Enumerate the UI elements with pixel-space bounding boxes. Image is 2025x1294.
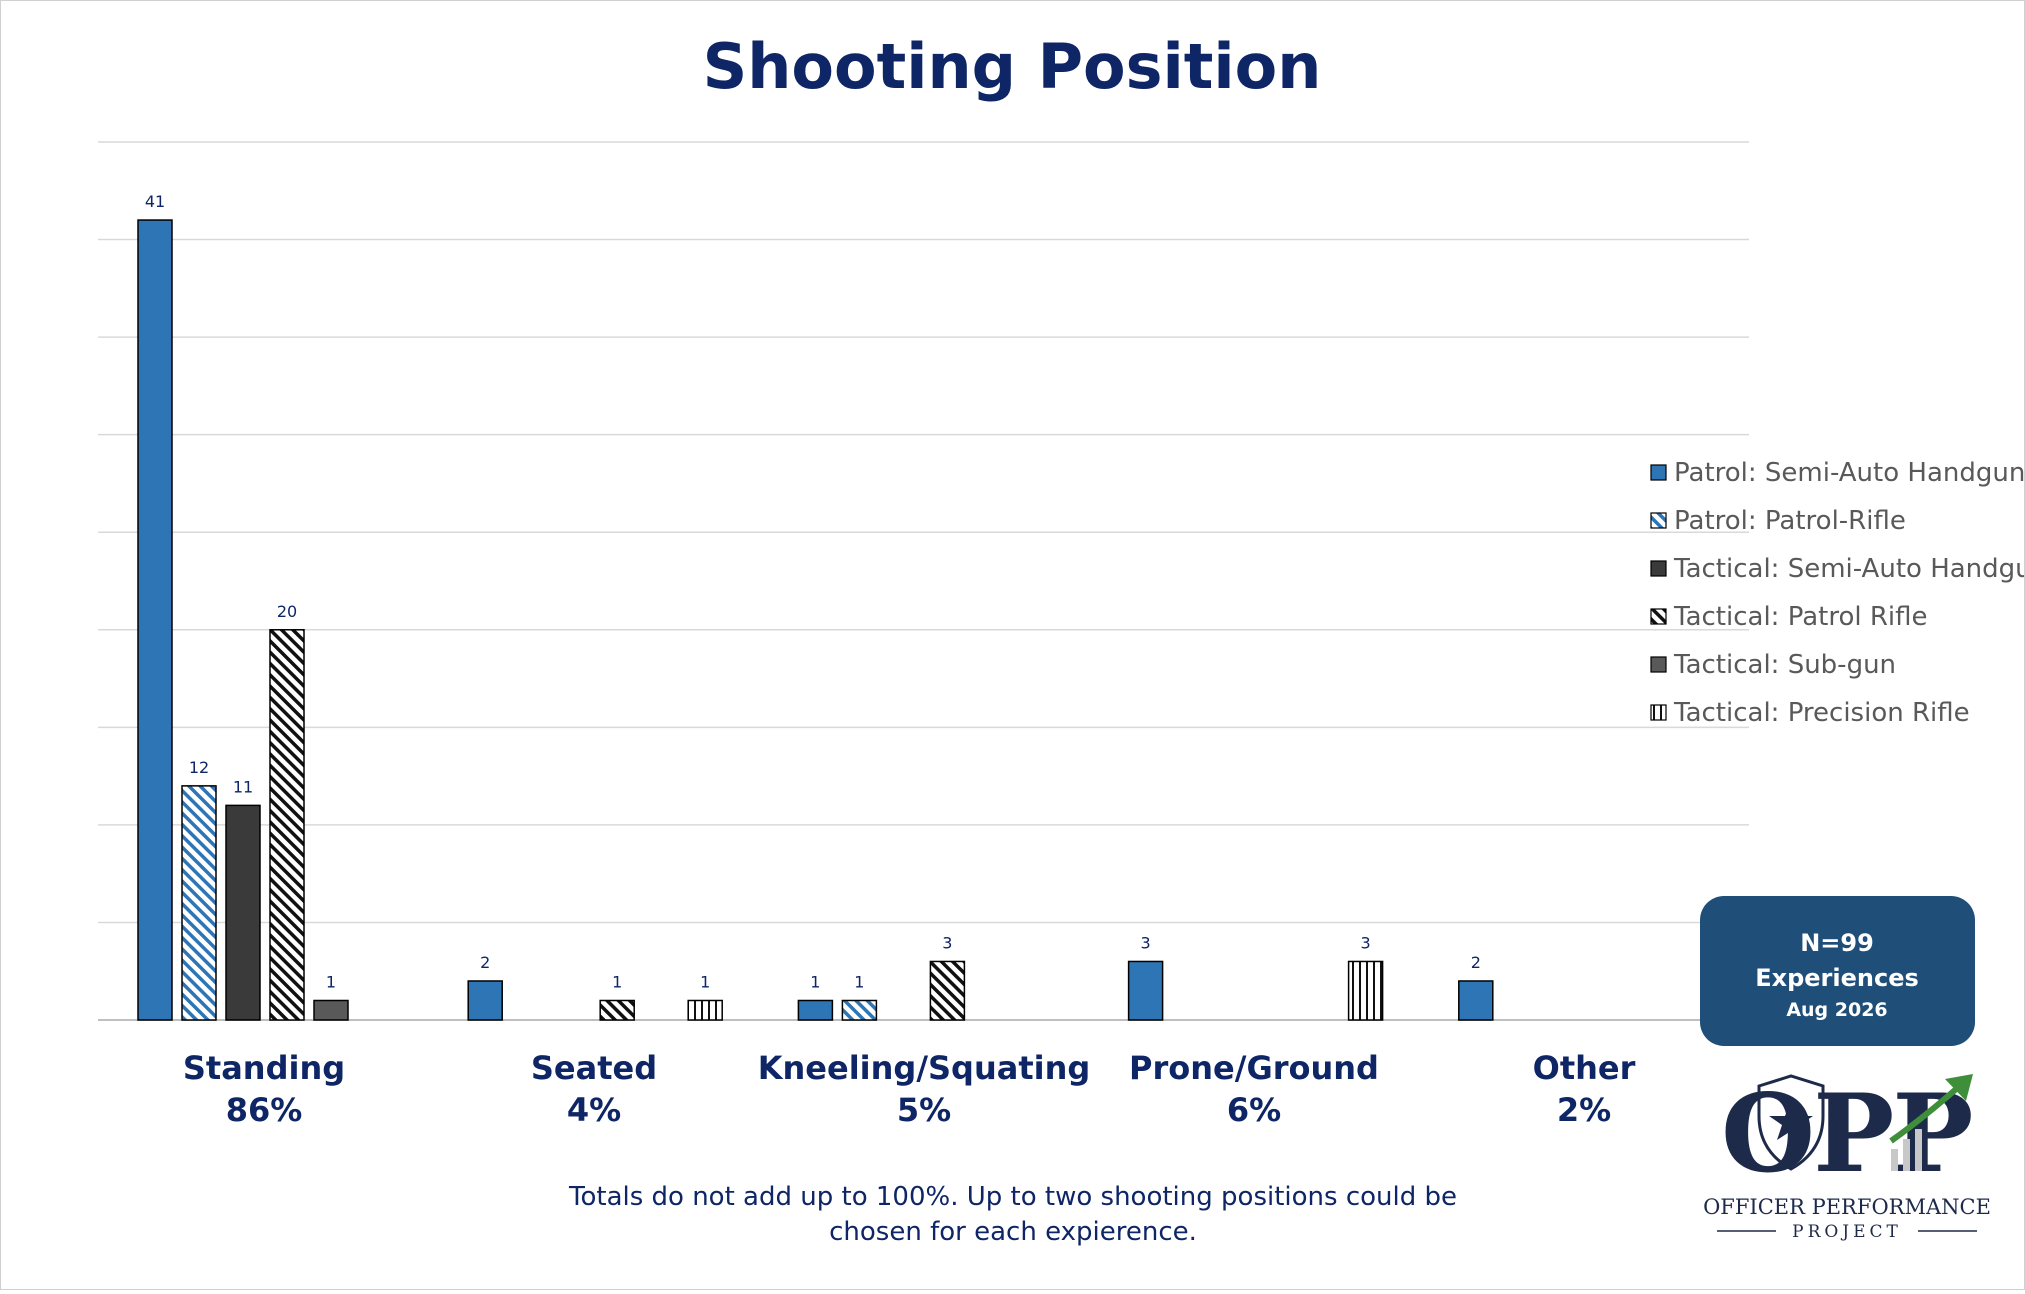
bar [929,960,966,1021]
bars-group [137,219,1494,1021]
legend-swatch [1650,464,1667,481]
data-label: 3 [1141,933,1151,952]
category-label: Standing [183,1049,345,1087]
chart-title: Shooting Position [703,30,1322,103]
legend-label: Tactical: Sub-gun [1673,650,1896,680]
badge-n: N=99 [1800,929,1874,957]
logo-bar-icon [1915,1129,1922,1171]
bar [467,980,503,1021]
legend-swatch [1650,656,1667,673]
legend: Patrol: Semi-Auto Handgun Patrol: Patrol-… [1650,458,2025,728]
data-label: 1 [612,972,622,991]
bar [181,785,217,1021]
data-label: 1 [854,972,864,991]
bar [1458,980,1494,1021]
arrow-head-icon [1945,1074,1973,1101]
category-percent: 5% [897,1091,951,1129]
data-label: 12 [189,758,209,777]
logo-letters: OPP [1721,1071,1972,1197]
legend-label: Patrol: Semi-Auto Handgun [1674,458,2024,488]
legend-label: Tactical: Semi-Auto Handgun [1673,554,2024,584]
logo-line-1: OFFICER PERFORMANCE [1703,1195,1991,1219]
data-label: 2 [1471,953,1481,972]
logo-bar-icon [1903,1139,1910,1171]
category-label: Other [1533,1049,1636,1087]
category-percent: 4% [567,1091,621,1129]
data-label: 2 [480,953,490,972]
bar [687,999,723,1021]
logo-bar-icon [1891,1149,1898,1171]
legend-swatch [1650,704,1667,721]
badge-background [1700,896,1975,1046]
bar [1127,960,1164,1021]
bar [269,629,305,1021]
badge-date: Aug 2026 [1786,999,1887,1021]
bar [797,999,834,1021]
opp-logo: OPP OFFICER PERFORMANCE PROJECT [1703,1071,1991,1242]
badge-label: Experiences [1755,964,1919,992]
legend-label: Patrol: Patrol-Rifle [1674,506,1906,536]
legend-swatch [1650,512,1667,529]
gridlines [98,141,1749,1021]
category-percent: 6% [1227,1091,1281,1129]
bar [137,219,173,1021]
legend-label: Tactical: Patrol Rifle [1673,602,1928,632]
category-percent: 86% [226,1091,303,1129]
category-label: Seated [531,1049,657,1087]
data-label: 20 [277,602,297,621]
data-label: 1 [700,972,710,991]
data-label: 41 [145,192,165,211]
data-label: 3 [942,933,952,952]
data-label: 11 [233,777,253,796]
data-label: 1 [326,972,336,991]
legend-label: Tactical: Precision Rifle [1673,698,1970,728]
logo-line-2: PROJECT [1792,1222,1902,1242]
category-labels-group: Standing 86% Seated 4% Kneeling/Squating 5% Pr… [183,1049,1636,1129]
bar [1347,960,1384,1021]
category-label: Prone/Ground [1129,1049,1379,1087]
data-label: 3 [1361,933,1371,952]
footnote-line-2: chosen for each expierence. [829,1217,1197,1247]
bar [599,999,635,1021]
sample-size-badge: N=99 Experiences Aug 2026 [1700,896,1975,1046]
category-percent: 2% [1557,1091,1611,1129]
star-icon [1769,1101,1813,1140]
footnote-line-1: Totals do not add up to 100%. Up to two … [568,1182,1457,1212]
bar [841,999,878,1021]
data-label: 1 [810,972,820,991]
category-label: Kneeling/Squating [758,1049,1091,1087]
bar [313,999,349,1021]
bar [225,804,261,1021]
legend-swatch [1650,560,1667,577]
legend-swatch [1650,608,1667,625]
